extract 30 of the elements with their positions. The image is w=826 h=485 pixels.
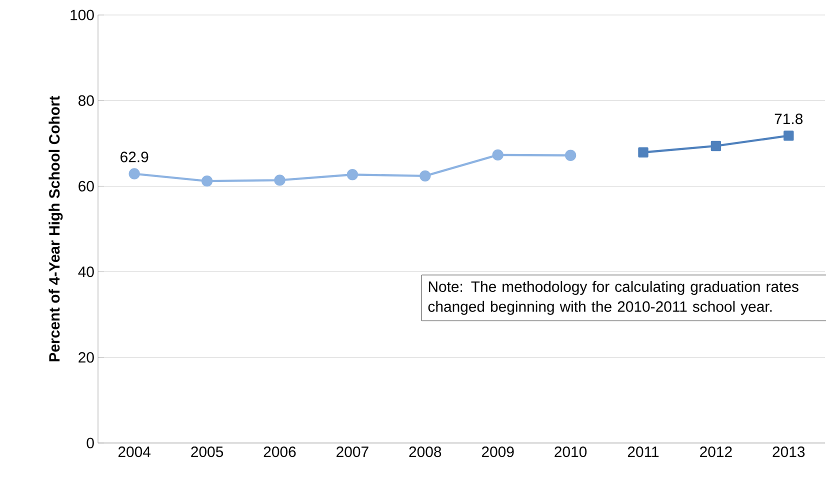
x-tick-label: 2011	[628, 446, 659, 458]
x-tick-label: 2009	[482, 446, 514, 458]
data-label: 71.8	[774, 114, 803, 124]
x-tick-label: 2005	[191, 446, 224, 458]
y-tick-label: 20	[78, 352, 94, 363]
x-tick-label: 2006	[264, 446, 296, 458]
y-tick-label: 60	[78, 180, 94, 192]
point	[492, 149, 504, 161]
y-tick-label: 40	[78, 266, 94, 278]
point	[346, 169, 358, 180]
data-label: 62.9	[120, 152, 148, 162]
annotation: Note: The methodology for calculating graduation rates changed beginning with the 2010-2011 school year.	[428, 280, 798, 315]
x-tick-label: 2013	[772, 446, 805, 458]
point	[564, 150, 576, 161]
x-tick-label: 2012	[700, 446, 732, 458]
x-tick-label: 2004	[118, 446, 151, 458]
point	[784, 130, 794, 141]
x-tick-label: 2007	[336, 446, 368, 458]
y-axis-title: Percent of 4-Year High School Cohort	[48, 96, 63, 362]
y-tick-label: 80	[78, 95, 94, 106]
point	[201, 175, 213, 187]
point	[274, 174, 286, 186]
x-tick-label: 2010	[554, 446, 587, 458]
point	[710, 140, 722, 152]
y-tick-label: 0	[86, 438, 94, 448]
y-tick-label: 100	[70, 10, 94, 20]
point	[638, 147, 648, 158]
point	[128, 168, 140, 180]
point	[420, 170, 431, 182]
x-tick-label: 2008	[409, 446, 442, 458]
